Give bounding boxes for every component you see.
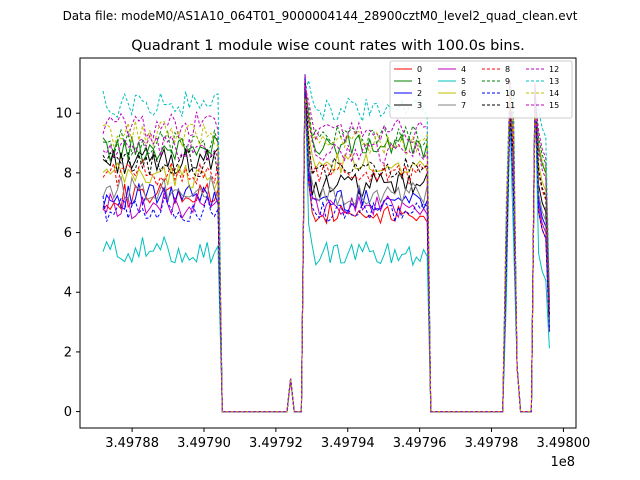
y-tick-label: 4 xyxy=(64,286,72,301)
legend-label-2: 2 xyxy=(417,89,422,98)
series-line-15 xyxy=(102,74,550,413)
legend-label-4: 4 xyxy=(461,65,466,74)
series-layer xyxy=(102,74,550,413)
legend-label-12: 12 xyxy=(549,65,559,74)
legend-label-0: 0 xyxy=(417,65,422,74)
legend-label-7: 7 xyxy=(461,101,466,110)
x-tick-label: 3.49790 xyxy=(177,436,231,451)
legend-label-9: 9 xyxy=(505,77,510,86)
suptitle: Data file: modeM0/AS1A10_064T01_90000041… xyxy=(63,9,578,23)
y-tick-label: 6 xyxy=(64,226,72,241)
y-tick-label: 10 xyxy=(55,107,72,122)
x-tick-label: 3.49794 xyxy=(321,436,375,451)
y-tick-label: 8 xyxy=(64,166,72,181)
x-tick-label: 3.49792 xyxy=(249,436,303,451)
x-tick-label: 3.49796 xyxy=(393,436,447,451)
legend-label-8: 8 xyxy=(505,65,510,74)
y-tick-label: 2 xyxy=(64,345,72,360)
legend-label-3: 3 xyxy=(417,101,422,110)
y-tick-label: 0 xyxy=(64,405,72,420)
plot-area-frame xyxy=(79,57,577,429)
chart-title: Quadrant 1 module wise count rates with … xyxy=(131,38,525,54)
legend-label-5: 5 xyxy=(461,77,466,86)
x-axis: 3.49788 3.49790 3.49792 3.49794 3.49796 3.497… xyxy=(105,428,590,451)
legend-label-1: 1 xyxy=(417,77,422,86)
y-axis: 0 2 4 6 8 10 xyxy=(55,107,80,420)
legend-label-11: 11 xyxy=(505,101,515,110)
legend-label-14: 14 xyxy=(549,89,559,98)
legend-label-15: 15 xyxy=(549,101,559,110)
x-tick-label: 3.49788 xyxy=(105,436,159,451)
x-offset-label: 1e8 xyxy=(550,455,575,470)
series-line-12 xyxy=(102,80,550,413)
legend-label-10: 10 xyxy=(505,89,515,98)
x-tick-label: 3.49798 xyxy=(465,436,519,451)
legend-label-13: 13 xyxy=(549,77,559,86)
legend-box xyxy=(389,60,573,119)
legend-label-6: 6 xyxy=(461,89,466,98)
series-line-13 xyxy=(102,80,550,413)
x-tick-label: 3.49800 xyxy=(537,436,591,451)
series-line-14 xyxy=(102,95,550,413)
